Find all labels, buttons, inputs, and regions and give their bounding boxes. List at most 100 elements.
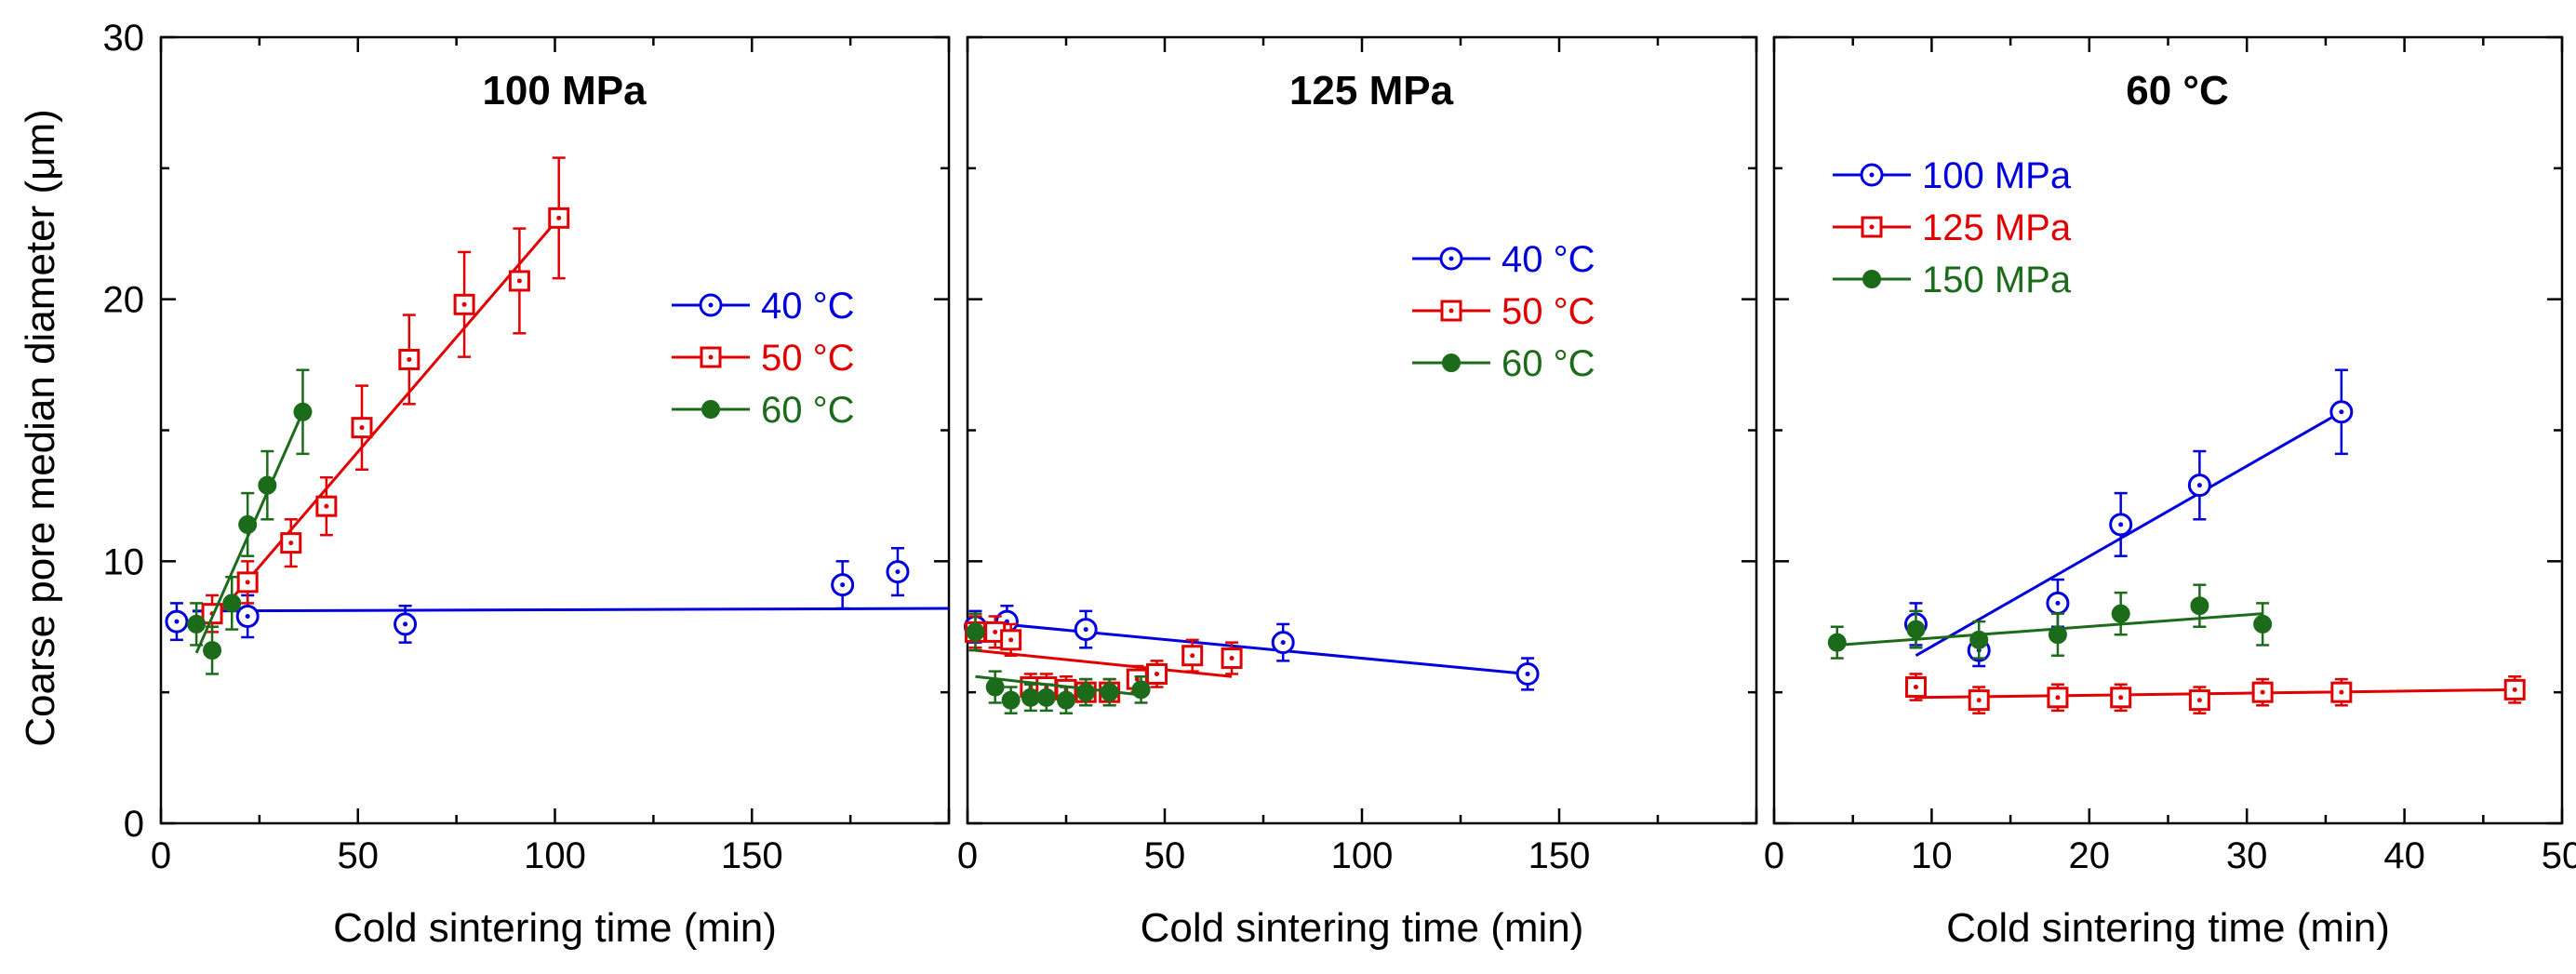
- data-point-dot: [245, 613, 250, 619]
- legend-label: 40 °C: [1502, 239, 1595, 280]
- x-tick-label: 0: [957, 835, 978, 876]
- fit-line: [1915, 687, 2516, 700]
- legend-marker-dot: [1448, 308, 1454, 314]
- x-tick-label: 50: [2542, 835, 2576, 876]
- data-point-dot: [1913, 685, 1918, 690]
- x-tick-label: 50: [338, 835, 380, 876]
- data-point-dot: [993, 629, 998, 634]
- legend-marker-dot: [1869, 224, 1875, 230]
- data-point-dot: [288, 540, 294, 546]
- data-point: [258, 475, 277, 495]
- x-tick-label: 20: [2069, 835, 2111, 876]
- x-tick-label: 10: [1911, 835, 1953, 876]
- legend-label: 40 °C: [761, 286, 855, 327]
- data-point: [1076, 683, 1096, 702]
- series-3: [187, 368, 313, 675]
- data-point-dot: [840, 582, 846, 588]
- data-point-dot: [2512, 687, 2517, 692]
- panel-title: 125 MPa: [1289, 68, 1454, 113]
- data-point-dot: [1229, 656, 1235, 661]
- fit-line: [1836, 612, 2263, 647]
- legend-marker-dot: [1869, 172, 1875, 178]
- legend-label: 50 °C: [761, 338, 855, 379]
- x-tick-label: 50: [1144, 835, 1186, 876]
- panel-1: 0 50 100 150 0 10 20 30 100 MPa Cold sintering ti…: [103, 18, 951, 951]
- x-tick-label: 100: [524, 835, 586, 876]
- data-point: [1100, 683, 1119, 702]
- series-2: [1904, 673, 2526, 714]
- data-point-dot: [2196, 483, 2202, 488]
- panel-2: 0 50 100 150 125 MPa Cold sintering time (min…: [957, 35, 1758, 951]
- legend-marker-dot: [708, 302, 714, 308]
- data-point: [985, 677, 1005, 697]
- data-point-dot: [2339, 409, 2344, 415]
- legend-marker-dot: [1448, 256, 1454, 261]
- x-axis-label: Cold sintering time (min): [1141, 905, 1584, 951]
- data-point-dot: [2055, 695, 2061, 700]
- data-point: [293, 402, 313, 421]
- data-point: [2253, 614, 2273, 634]
- legend-label: 60 °C: [1502, 343, 1595, 384]
- fit-line: [192, 607, 950, 613]
- legend: 40 °C 50 °C 60 °C: [672, 286, 855, 431]
- legend-label: 50 °C: [1502, 291, 1595, 332]
- x-tick-label: 0: [1764, 835, 1784, 876]
- data-point: [187, 614, 207, 634]
- legend: 100 MPa 125 MPa 150 MPa: [1833, 155, 2072, 300]
- legend-marker: [1442, 354, 1461, 372]
- panel-3: 0 10 20 30 40 50 60 °C Cold sintering time (min…: [1764, 35, 2576, 951]
- legend-label: 125 MPa: [1922, 207, 2072, 248]
- data-point: [1131, 680, 1151, 700]
- data-point: [2111, 604, 2130, 623]
- data-point-dot: [1155, 671, 1160, 676]
- data-point: [1906, 620, 1926, 639]
- data-point-dot: [1280, 640, 1286, 646]
- data-point: [1969, 630, 1989, 649]
- x-tick-label: 30: [2226, 835, 2268, 876]
- data-point-dot: [324, 503, 329, 509]
- data-point: [203, 641, 222, 660]
- data-point-dot: [2196, 698, 2202, 703]
- y-axis-label: Coarse pore median diameter (μm): [18, 109, 63, 747]
- data-point-dot: [1083, 627, 1088, 633]
- series-1: [165, 547, 950, 644]
- data-point-dot: [1525, 671, 1530, 676]
- series-2: [201, 156, 570, 634]
- data-point: [1001, 690, 1021, 710]
- x-tick-label: 150: [1528, 835, 1591, 876]
- fit-line: [975, 620, 1528, 675]
- data-point-dot: [2118, 695, 2124, 700]
- series-3: [1827, 583, 2273, 660]
- data-point-dot: [1008, 637, 1014, 643]
- data-point: [1036, 687, 1056, 707]
- data-point-dot: [2339, 689, 2344, 695]
- y-tick-label: 20: [103, 280, 145, 321]
- x-tick-label: 0: [151, 835, 171, 876]
- data-point-dot: [2055, 600, 2061, 606]
- series-3: [966, 612, 1151, 714]
- fit-line: [210, 217, 560, 623]
- legend-marker: [701, 400, 720, 419]
- data-point: [966, 622, 985, 642]
- data-point-dot: [1134, 676, 1140, 682]
- x-axis-label: Cold sintering time (min): [333, 905, 777, 951]
- data-point: [1827, 633, 1847, 652]
- legend-marker-dot: [708, 354, 714, 360]
- panel-title: 60 °C: [2126, 68, 2229, 113]
- y-tick-label: 10: [103, 541, 145, 582]
- y-tick-label: 0: [124, 804, 144, 845]
- y-tick-label: 30: [103, 18, 145, 59]
- data-point: [2190, 596, 2209, 616]
- data-point-dot: [245, 580, 250, 585]
- data-point-dot: [556, 215, 562, 220]
- data-point-dot: [359, 425, 365, 431]
- data-point: [2048, 625, 2067, 645]
- x-tick-label: 100: [1331, 835, 1394, 876]
- x-tick-label: 40: [2383, 835, 2425, 876]
- data-point: [1021, 687, 1040, 707]
- legend-marker: [1862, 270, 1881, 288]
- data-point-dot: [461, 301, 467, 307]
- x-tick-label: 150: [721, 835, 783, 876]
